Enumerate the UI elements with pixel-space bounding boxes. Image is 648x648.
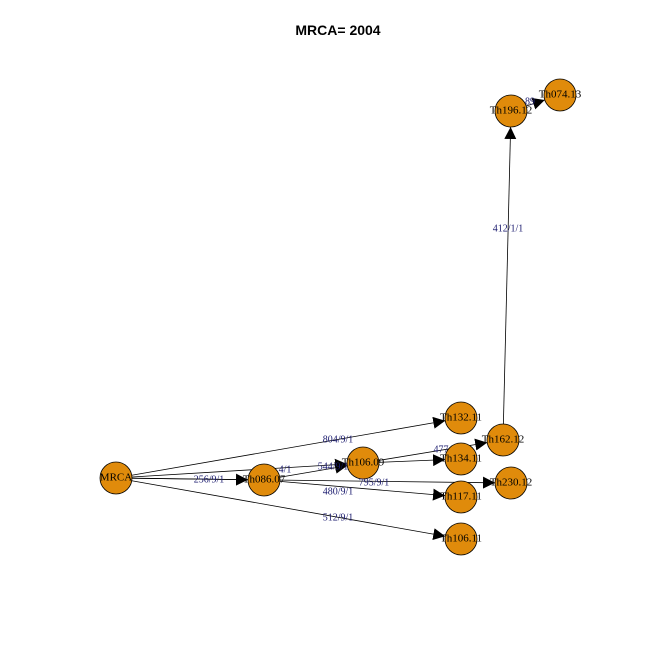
edge-Th196.12-to-Th074.13: [526, 97, 545, 110]
edge-MRCA-to-Th106.11: [131, 480, 446, 541]
edge-MRCA-to-Th230.12: [131, 476, 496, 489]
edge-Th162.12-to-Th196.12: [502, 126, 517, 425]
node-circle: [247, 463, 281, 497]
node-circle: [444, 522, 478, 556]
edge-label-Th106.09-to-Th162.12: 477: [434, 444, 449, 455]
nodes-layer: MRCA Th086.07 Th106.09 Th132.11 Th134.11Th16…: [99, 78, 582, 556]
node-label: Th117.11: [440, 491, 482, 503]
node-Th196.12: Th196.12: [490, 94, 532, 128]
node-label: Th106.09: [342, 457, 385, 469]
edge-MRCA-to-Th132.11: [131, 416, 446, 476]
node-Th134.11: Th134.11: [440, 442, 482, 476]
edge-label-Th086.07-to-Th106.09: 4/1: [279, 464, 292, 475]
node-Th117.11: Th117.11: [440, 480, 482, 514]
node-circle: [346, 446, 380, 480]
node-label: Th230.12: [490, 477, 532, 489]
node-circle: [543, 78, 577, 112]
node-circle: [494, 94, 528, 128]
node-Th162.12: Th162.12: [482, 423, 524, 457]
edge-Th106.09-to-Th134.11: [378, 454, 446, 467]
node-Th106.11: Th106.11: [440, 522, 482, 556]
node-circle: [444, 401, 478, 435]
node-circle: [444, 480, 478, 514]
node-Th086.07: Th086.07: [243, 463, 286, 497]
edge-label-MRCA-to-Th230.12: 795/9/1: [359, 477, 390, 488]
node-label: Th074.13: [539, 89, 582, 101]
edge-label-MRCA-to-Th086.07: 256/9/1: [194, 474, 225, 485]
node-Th230.12: Th230.12: [490, 466, 532, 500]
node-MRCA: MRCA: [99, 461, 133, 495]
diagram-title: MRCA= 2004: [295, 22, 380, 38]
node-label: Th106.11: [440, 533, 482, 545]
edge-label-MRCA-to-Th106.11: 512/9/1: [323, 512, 354, 523]
edges-layer: [131, 97, 545, 541]
node-Th106.09: Th106.09: [342, 446, 385, 480]
node-circle: [486, 423, 520, 457]
edge-label-Th086.07-to-Th117.11: 480/9/1: [323, 486, 354, 497]
edge-labels-layer: 256/9/1 804/9/1 544/9/1 795/9/1 512/9/1 4/1 48…: [194, 96, 535, 523]
edge-MRCA-to-Th106.09: [131, 458, 348, 478]
node-label: Th086.07: [243, 474, 286, 486]
node-label: Th134.11: [440, 453, 482, 465]
node-circle: [444, 442, 478, 476]
edge-Th086.07-to-Th117.11: [279, 480, 446, 501]
node-circle: [99, 461, 133, 495]
node-label: Th196.12: [490, 105, 532, 117]
node-Th132.11: Th132.11: [440, 401, 482, 435]
edge-label-Th162.12-to-Th196.12: 412/1/1: [493, 223, 524, 234]
node-label: Th132.11: [440, 412, 482, 424]
edge-label-MRCA-to-Th132.11: 804/9/1: [323, 434, 354, 445]
edge-label-Th196.12-to-Th074.13: 89: [525, 96, 535, 107]
node-Th074.13: Th074.13: [539, 78, 582, 112]
edge-Th086.07-to-Th106.09: [279, 461, 348, 478]
edge-label-MRCA-to-Th106.09: 544/9/1: [318, 461, 349, 472]
node-label: MRCA: [100, 472, 132, 484]
node-label: Th162.12: [482, 434, 524, 446]
node-circle: [494, 466, 528, 500]
